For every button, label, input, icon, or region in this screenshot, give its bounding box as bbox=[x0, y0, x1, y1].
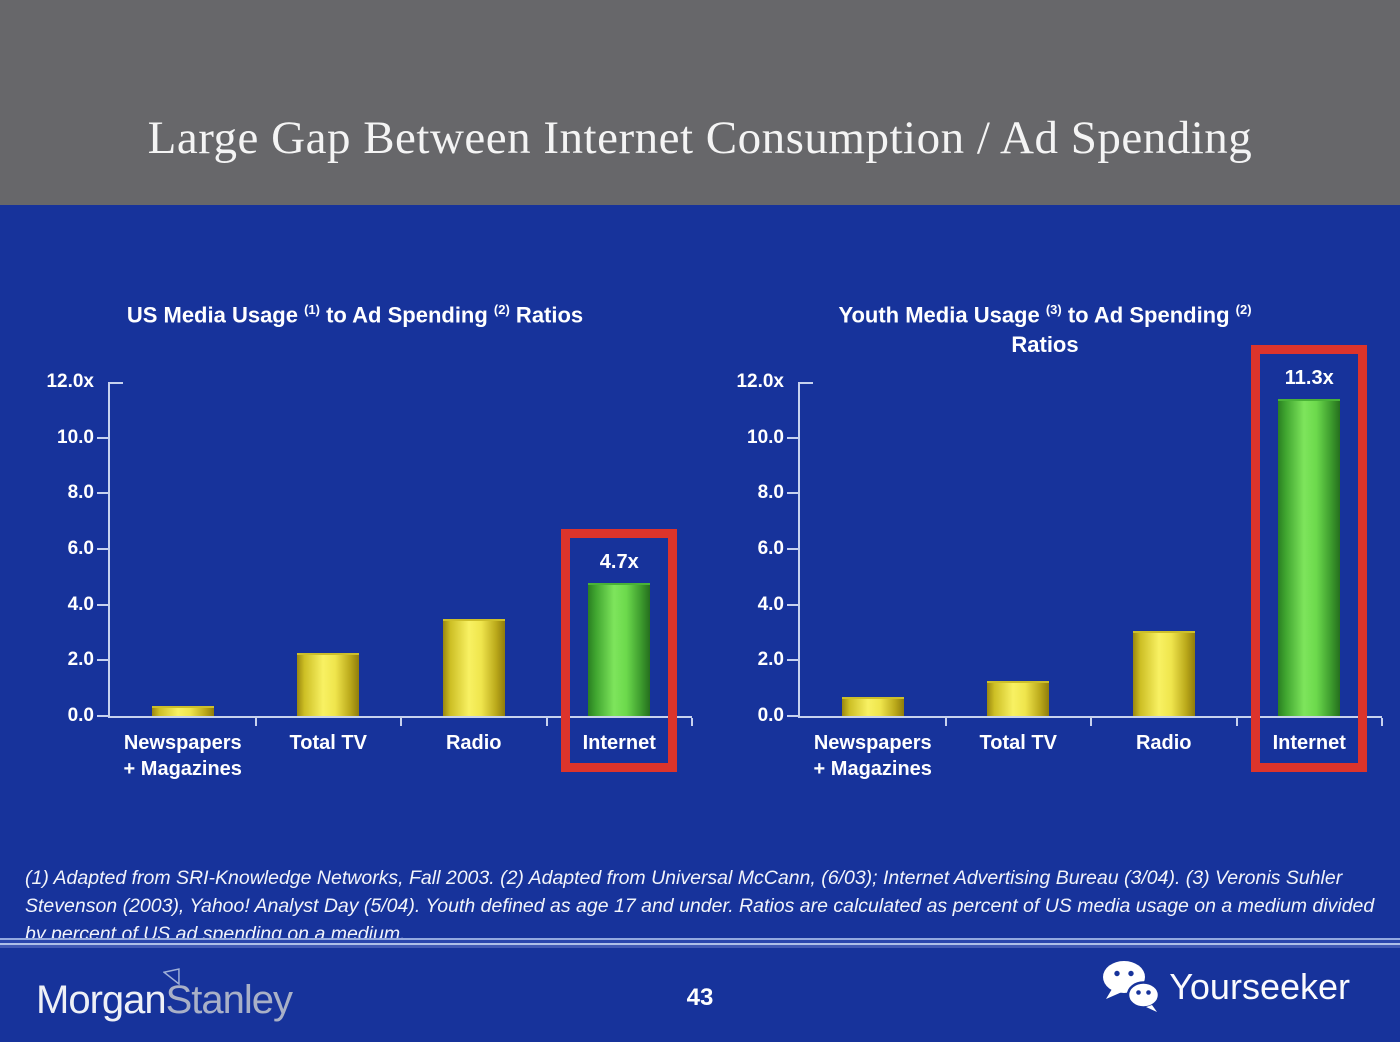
chart-plot-area: 12.0x 10.0 8.0 6.0 4.0 2.0 0.0 Newspapers + Maga… bbox=[736, 345, 1383, 780]
x-axis-tick bbox=[691, 718, 693, 726]
category-label: Radio bbox=[389, 730, 559, 756]
bar-total-tv bbox=[297, 652, 360, 716]
y-axis-tick bbox=[97, 715, 108, 717]
x-axis-tick bbox=[254, 718, 257, 726]
category-label-line: Newspapers bbox=[813, 732, 932, 754]
y-axis-tick bbox=[787, 715, 798, 717]
y-axis-tick-label: 6.0 bbox=[757, 538, 784, 559]
y-axis-tick bbox=[787, 492, 798, 495]
highlight-rectangle bbox=[1251, 345, 1368, 772]
bar-value-label: 4.7x bbox=[599, 551, 639, 574]
chart-title-text: to Ad Spending bbox=[1061, 302, 1236, 328]
y-axis-top-tick bbox=[110, 382, 123, 384]
category-label: Radio bbox=[1079, 730, 1249, 756]
x-axis-tick bbox=[545, 718, 548, 726]
chart-title-superscript: (2) bbox=[1235, 302, 1252, 317]
bar-total-tv bbox=[987, 680, 1050, 716]
category-label-line: Newspapers bbox=[123, 732, 242, 754]
wechat-icon bbox=[1103, 961, 1160, 1012]
category-label: Newspapers + Magazines bbox=[98, 730, 268, 782]
chart-title-text: Ratios bbox=[509, 302, 584, 328]
chart-plot-area: 12.0x 10.0 8.0 6.0 4.0 2.0 0.0 Newspapers + Maga… bbox=[46, 371, 693, 780]
bar-radio bbox=[442, 619, 505, 716]
y-axis-tick bbox=[97, 659, 108, 662]
y-axis-tick-label: 0.0 bbox=[67, 705, 94, 726]
y-axis-tick-label: 2.0 bbox=[757, 649, 784, 671]
morgan-stanley-logo: MorganStanley bbox=[36, 968, 293, 1023]
y-axis-tick bbox=[787, 659, 798, 662]
y-axis-tick-label: 0.0 bbox=[757, 705, 784, 726]
category-label-line: Total TV bbox=[979, 732, 1057, 754]
morgan-stanley-word1: Morgan bbox=[36, 978, 167, 1022]
y-axis-tick-label: 12.0x bbox=[736, 371, 784, 392]
slide-header: Large Gap Between Internet Consumption /… bbox=[0, 0, 1400, 205]
bar-internet bbox=[588, 583, 651, 716]
y-axis-tick bbox=[787, 548, 798, 550]
slide-title: Large Gap Between Internet Consumption /… bbox=[147, 112, 1253, 164]
category-label-line: Radio bbox=[445, 732, 502, 754]
y-axis-tick bbox=[787, 603, 798, 606]
chart-title-text: to Ad Spending bbox=[319, 302, 494, 328]
y-axis-tick-label: 8.0 bbox=[757, 482, 784, 504]
chart-title-text: Ratios bbox=[1011, 332, 1079, 358]
category-label-line: Internet bbox=[582, 732, 656, 754]
y-axis-tick-label: 10.0 bbox=[747, 426, 784, 448]
y-axis-top-tick bbox=[800, 382, 813, 384]
yourseeker-label: Yourseeker bbox=[1169, 966, 1350, 1007]
y-axis-tick-label: 6.0 bbox=[67, 538, 94, 559]
bar-radio bbox=[1132, 630, 1195, 716]
category-label-line: Internet bbox=[1272, 732, 1346, 754]
category-label: Total TV bbox=[243, 730, 413, 756]
y-axis-tick bbox=[97, 548, 108, 550]
x-axis-tick bbox=[944, 718, 947, 726]
bar-internet bbox=[1278, 399, 1341, 716]
morgan-stanley-triangle-icon bbox=[163, 968, 180, 985]
bar-newspapers-magazines bbox=[151, 705, 214, 716]
footnote: (1) Adapted from SRI-Knowledge Networks,… bbox=[25, 867, 1375, 945]
chart-title-superscript: (2) bbox=[493, 302, 510, 317]
page-number: 43 bbox=[686, 984, 714, 1011]
chart-title-superscript: (3) bbox=[1045, 302, 1062, 317]
category-label-line: + Magazines bbox=[123, 758, 242, 780]
chart-title: US Media Usage (1) to Ad Spending (2) Ra… bbox=[20, 285, 690, 382]
yourseeker-logo: Yourseeker bbox=[1103, 960, 1350, 1014]
x-axis-tick bbox=[1090, 718, 1092, 726]
category-label: Internet bbox=[1224, 730, 1394, 756]
chart-title: Youth Media Usage (3) to Ad Spending (2)… bbox=[710, 285, 1380, 382]
x-axis-tick bbox=[1235, 718, 1238, 726]
y-axis-tick bbox=[97, 492, 108, 495]
y-axis-tick-label: 8.0 bbox=[67, 482, 94, 504]
y-axis-tick-label: 4.0 bbox=[757, 593, 784, 615]
category-label: Internet bbox=[534, 730, 704, 756]
morgan-stanley-word2: Stanley bbox=[165, 978, 293, 1022]
y-axis-tick-label: 2.0 bbox=[67, 649, 94, 671]
x-axis-tick bbox=[400, 718, 402, 726]
category-label-line: Total TV bbox=[289, 732, 367, 754]
youth-media-usage-chart: Youth Media Usage (3) to Ad Spending (2)… bbox=[710, 285, 1383, 780]
bar-value-label: 11.3x bbox=[1284, 367, 1334, 390]
chart-title-text: US Media Usage bbox=[126, 302, 305, 328]
y-axis-tick-label: 4.0 bbox=[67, 593, 94, 615]
y-axis-tick bbox=[97, 603, 108, 606]
x-axis-tick bbox=[1381, 718, 1383, 726]
y-axis-tick-label: 12.0x bbox=[46, 371, 94, 392]
slide-footer: MorganStanley 43 Yourseeker bbox=[0, 948, 1400, 1042]
y-axis-tick bbox=[97, 436, 108, 439]
y-axis-tick bbox=[787, 436, 798, 439]
highlight-rectangle bbox=[561, 529, 678, 772]
category-label-line: + Magazines bbox=[813, 758, 932, 780]
category-label: Total TV bbox=[933, 730, 1103, 756]
y-axis-tick-label: 10.0 bbox=[57, 426, 94, 448]
footer-separator bbox=[0, 938, 1400, 948]
us-media-usage-chart: US Media Usage (1) to Ad Spending (2) Ra… bbox=[20, 285, 693, 780]
chart-title-text: Youth Media Usage bbox=[838, 302, 1046, 328]
category-label: Newspapers + Magazines bbox=[788, 730, 958, 782]
chart-title-superscript: (1) bbox=[304, 302, 320, 317]
bar-newspapers-magazines bbox=[841, 697, 904, 716]
category-label-line: Radio bbox=[1135, 732, 1192, 754]
